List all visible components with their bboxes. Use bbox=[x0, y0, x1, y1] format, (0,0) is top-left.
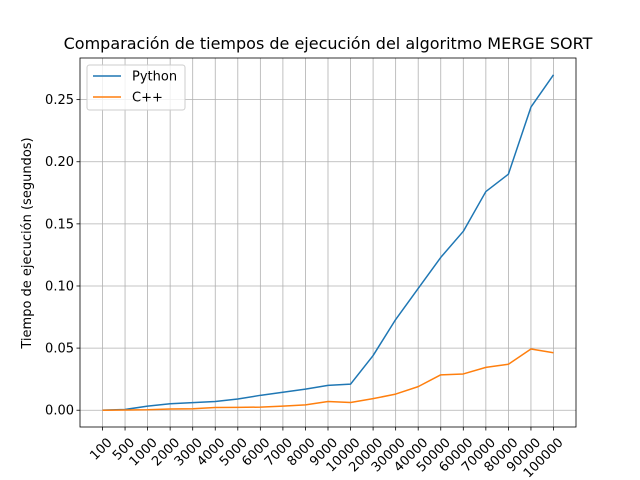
legend-label: C++ bbox=[132, 91, 163, 106]
series-line-python bbox=[102, 74, 555, 411]
series-line-c- bbox=[102, 348, 554, 411]
axes: 1005001000200030004000500060007000800090… bbox=[45, 93, 567, 480]
y-tick-label: 0.05 bbox=[45, 342, 74, 357]
y-tick-label: 0.10 bbox=[45, 279, 74, 294]
y-tick-label: 0.15 bbox=[45, 217, 74, 232]
chart-title: Comparación de tiempos de ejecución del … bbox=[64, 34, 593, 53]
legend: Python C++ bbox=[86, 64, 186, 111]
grid bbox=[80, 58, 576, 427]
y-axis-label: Tiempo de ejecución (segundos) bbox=[20, 137, 35, 349]
y-tick-label: 0.00 bbox=[45, 404, 74, 419]
series-layer bbox=[102, 74, 555, 411]
x-tick-label: 100 bbox=[87, 435, 115, 463]
y-tick-label: 0.25 bbox=[45, 93, 74, 108]
legend-label: Python bbox=[132, 70, 177, 85]
y-tick-label: 0.20 bbox=[45, 155, 74, 170]
